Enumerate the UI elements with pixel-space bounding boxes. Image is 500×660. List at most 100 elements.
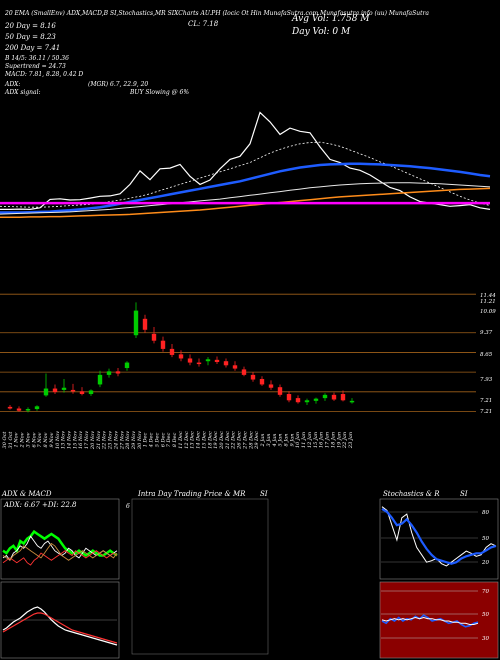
- date-label: 1 Dec: [143, 433, 149, 448]
- price-ma-panel: [0, 111, 491, 218]
- ma20-label: 20 Day = 8.16: [5, 22, 56, 30]
- candle-body: [106, 371, 112, 375]
- candle-body: [61, 387, 67, 390]
- date-label: 8 Jan: [284, 434, 290, 447]
- date-label: 18 Jan: [330, 432, 336, 448]
- candle-body: [160, 340, 166, 349]
- rsi-level-label: 70: [482, 589, 489, 595]
- avg-vol-label: Avg Vol: 1.758 M: [292, 14, 370, 24]
- candle-body: [232, 365, 238, 369]
- date-label: 14 Dec: [196, 431, 202, 449]
- rsi-level-label: 30: [482, 636, 489, 642]
- date-label: 29 Dec: [254, 431, 260, 450]
- stoch-level-label: 20: [481, 560, 489, 566]
- candle-body: [295, 398, 301, 403]
- price-label: 8.65: [480, 352, 493, 358]
- adx-readout: ADX: 6.67 +DI: 22.8: [4, 501, 77, 509]
- date-label: 20 Dec: [219, 431, 225, 450]
- price-label: 10.09: [480, 309, 496, 315]
- candle-body: [322, 394, 328, 399]
- candle-body: [187, 358, 193, 363]
- close-label: CL: 7.18: [188, 20, 219, 28]
- buy-signal-label: BUY Slowing @ 6%: [130, 89, 190, 96]
- candle-body: [97, 374, 103, 385]
- date-label: 23 Jan: [348, 432, 354, 449]
- candle-body: [349, 400, 355, 403]
- series-price: [0, 111, 491, 211]
- candle-body: [286, 394, 292, 401]
- intra-day-frame: [131, 498, 269, 655]
- date-label: 16 Nov: [78, 431, 84, 449]
- candle-body: [331, 394, 337, 400]
- adx-label: ADX:: [5, 81, 21, 88]
- rsi-panel: 70 50 30: [381, 589, 489, 642]
- candle-body: [115, 371, 121, 374]
- price-label: 9.37: [480, 330, 493, 336]
- date-label: 30 Nov: [137, 431, 143, 449]
- date-label: 15 Nov: [72, 431, 78, 449]
- date-axis-labels: 30 Oct 31 Oct 1 Nov 2 Nov 3 Nov 6 Nov 7 Nov 8 N…: [2, 431, 354, 450]
- candle-body: [124, 362, 130, 369]
- adx-series-extra: [2, 542, 118, 561]
- date-label: 13 Nov: [61, 431, 67, 449]
- rsi-level-label: 50: [482, 612, 489, 618]
- candle-body: [34, 406, 40, 410]
- stoch-series-k: [381, 506, 497, 567]
- price-label: 7.21: [480, 409, 492, 415]
- date-label: 5 Dec: [155, 433, 161, 448]
- candle-body: [196, 362, 202, 365]
- price-label: 11.44: [480, 293, 496, 299]
- stoch-frame: [379, 498, 499, 580]
- date-label: 7 Nov: [37, 432, 43, 447]
- candle-body: [25, 409, 31, 411]
- candle-body: [241, 369, 247, 375]
- candle-body: [304, 400, 310, 403]
- candle-body: [133, 310, 139, 336]
- date-label: 9 Jan: [289, 434, 295, 447]
- intra-day-side-label: SI: [260, 490, 268, 498]
- candle-body: [178, 354, 184, 359]
- candle-body: [151, 333, 157, 341]
- date-label: 28 Dec: [248, 431, 254, 450]
- date-label: 15 Dec: [201, 431, 207, 449]
- date-label: 28 Nov: [125, 431, 131, 450]
- date-label: 2 Jan: [260, 434, 266, 448]
- candle-body: [16, 408, 22, 411]
- date-label: 3 Nov: [26, 432, 32, 447]
- date-label: 10 Nov: [55, 431, 61, 449]
- price-label: 7.93: [480, 377, 493, 383]
- date-label: 11 Jan: [301, 432, 307, 448]
- date-label: 19 Dec: [213, 431, 219, 449]
- candle-body: [340, 394, 346, 401]
- date-label: 1 Nov: [14, 432, 20, 447]
- date-label: 30 Oct: [2, 431, 8, 449]
- date-label: 19 Jan: [336, 432, 342, 448]
- candle-body: [223, 361, 229, 366]
- date-label: 12 Dec: [184, 431, 190, 449]
- date-label: 17 Jan: [325, 432, 331, 448]
- date-label: 13 Dec: [190, 431, 196, 449]
- macd-series-signal: [2, 612, 118, 644]
- header-line: 20 EMA (SmallEnv) ADX,MACD,B SI,Stochast…: [5, 10, 429, 17]
- candle-body: [214, 359, 220, 363]
- macd-label: MACD: 7.81, 8.28, 0.42 D: [5, 71, 84, 78]
- adx-values: (MGR) 6.7, 22.9, 20: [88, 81, 149, 88]
- date-label: 20 Nov: [90, 431, 96, 450]
- candlestick-panel: [7, 302, 355, 413]
- candle-body: [250, 374, 256, 380]
- adx-side-label: 6: [126, 503, 130, 510]
- intra-day-title: Intra Day Trading Price & MR: [138, 490, 246, 498]
- rsi-series-mrsi: [381, 616, 479, 625]
- date-label: 22 Dec: [231, 431, 237, 450]
- day-vol-label: Day Vol: 0 M: [292, 27, 351, 37]
- candle-body: [43, 388, 49, 396]
- date-label: 12 Jan: [307, 432, 313, 448]
- date-label: 8 Dec: [172, 433, 178, 448]
- date-label: 26 Dec: [237, 431, 243, 450]
- date-label: 10 Jan: [295, 432, 301, 448]
- candle-body: [142, 318, 148, 330]
- stoch-level-label: 50: [482, 536, 489, 542]
- date-label: 5 Jan: [278, 434, 284, 447]
